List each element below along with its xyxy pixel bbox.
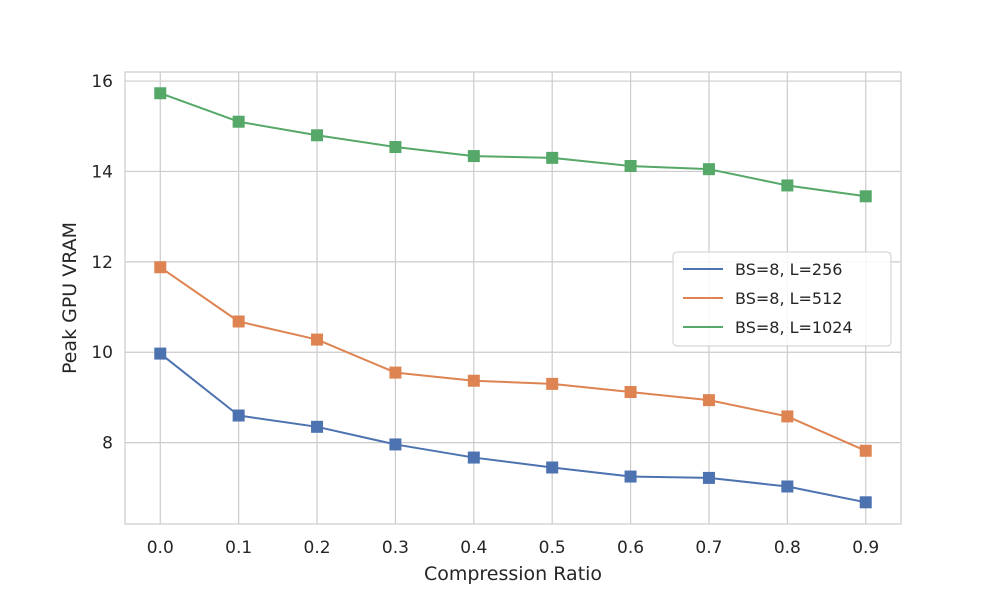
data-point	[624, 160, 637, 173]
x-tick-label: 0.6	[617, 538, 644, 558]
x-tick-label: 0.9	[852, 538, 879, 558]
legend-label: BS=8, L=512	[735, 289, 842, 308]
x-axis-label: Compression Ratio	[424, 563, 602, 585]
x-tick-label: 0.8	[774, 538, 801, 558]
data-point	[232, 315, 245, 328]
data-point	[389, 141, 402, 154]
data-point	[467, 150, 480, 163]
data-point	[467, 374, 480, 387]
series-3	[154, 87, 872, 203]
legend-label: BS=8, L=256	[735, 260, 842, 279]
x-tick-label: 0.0	[147, 538, 174, 558]
x-tick-label: 0.1	[225, 538, 252, 558]
data-point	[311, 129, 324, 142]
legend-label: BS=8, L=1024	[735, 318, 853, 337]
data-point	[154, 347, 167, 360]
data-point	[546, 377, 559, 390]
series-layer	[154, 87, 872, 509]
x-tick-label: 0.4	[460, 538, 487, 558]
data-point	[702, 394, 715, 407]
data-point	[546, 461, 559, 474]
y-axis-label: Peak GPU VRAM	[59, 222, 81, 374]
data-point	[859, 496, 872, 509]
data-point	[389, 366, 402, 379]
x-tick-label: 0.5	[539, 538, 566, 558]
y-tick-labels: 8 10 12 14 16	[91, 72, 113, 454]
y-tick-label: 12	[91, 253, 113, 273]
data-point	[311, 420, 324, 433]
data-point	[389, 438, 402, 451]
series-1	[154, 347, 872, 509]
legend-box	[672, 251, 892, 347]
data-point	[311, 333, 324, 346]
series-line	[159, 92, 866, 198]
data-point	[702, 471, 715, 484]
data-point	[154, 261, 167, 274]
data-point	[467, 451, 480, 464]
x-tick-labels: 0.0 0.1 0.2 0.3 0.4 0.5 0.6 0.7 0.8 0.9	[147, 538, 880, 558]
data-point	[859, 444, 872, 457]
data-point	[624, 470, 637, 483]
y-tick-label: 10	[91, 343, 113, 363]
y-tick-label: 8	[102, 434, 113, 454]
data-point	[702, 163, 715, 176]
legend: BS=8, L=256 BS=8, L=512 BS=8, L=1024	[672, 251, 892, 347]
series-2	[154, 261, 872, 457]
x-tick-label: 0.7	[695, 538, 722, 558]
plot-frame	[124, 71, 902, 525]
data-point	[154, 87, 167, 100]
data-point	[232, 409, 245, 422]
data-point	[781, 480, 794, 493]
series-line	[159, 266, 867, 452]
y-tick-label: 16	[91, 72, 113, 92]
x-tick-label: 0.3	[382, 538, 409, 558]
y-tick-label: 14	[91, 162, 113, 182]
data-point	[546, 151, 559, 164]
series-line	[159, 352, 866, 504]
data-point	[859, 190, 872, 203]
x-tick-label: 0.2	[304, 538, 331, 558]
data-point	[781, 410, 794, 423]
data-point	[232, 115, 245, 128]
data-point	[781, 179, 794, 192]
data-point	[624, 386, 637, 399]
